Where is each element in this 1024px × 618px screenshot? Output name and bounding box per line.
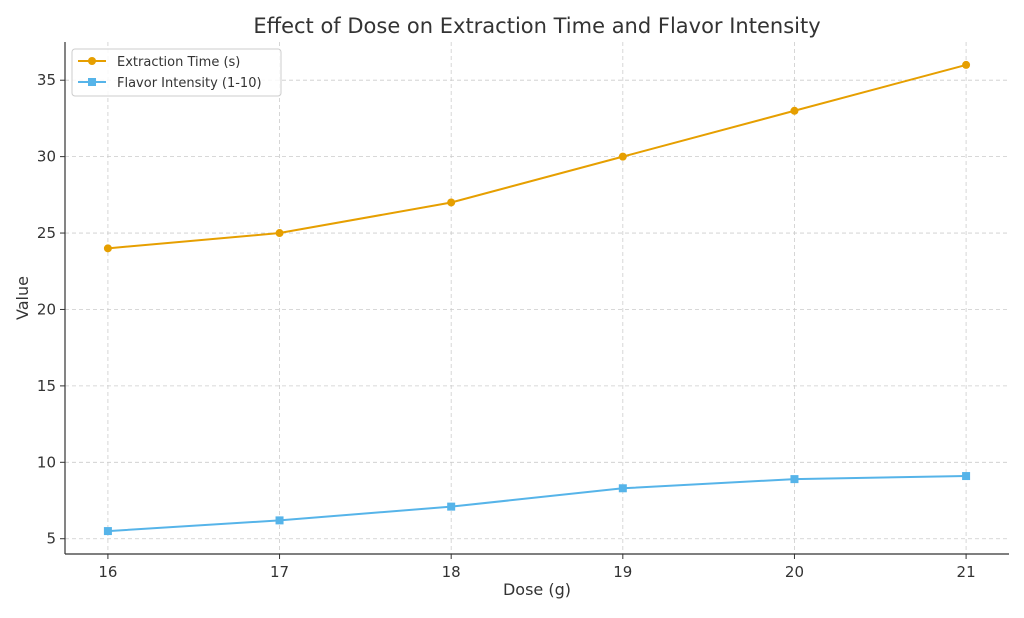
y-tick-label: 15 bbox=[37, 377, 56, 395]
y-tick-label: 35 bbox=[37, 71, 56, 89]
series-line-extraction-time bbox=[107, 63, 967, 250]
chart-title: Effect of Dose on Extraction Time and Fl… bbox=[253, 14, 820, 38]
series-line-flavor-intensity bbox=[107, 475, 967, 533]
x-tick-label: 19 bbox=[613, 563, 632, 581]
x-tick-label: 20 bbox=[785, 563, 804, 581]
y-tick-label: 20 bbox=[37, 300, 56, 318]
y-axis-label: Value bbox=[13, 276, 32, 320]
legend-marker-square-icon bbox=[88, 78, 96, 86]
data-point-circle bbox=[618, 152, 627, 161]
x-axis-label: Dose (g) bbox=[503, 580, 571, 599]
axes bbox=[64, 42, 1009, 555]
x-tick-label: 16 bbox=[98, 563, 117, 581]
data-point-circle bbox=[103, 244, 112, 253]
legend-box bbox=[71, 48, 282, 97]
x-tick-label: 21 bbox=[957, 563, 976, 581]
data-point-circle bbox=[275, 229, 284, 238]
data-point-square bbox=[790, 475, 799, 484]
ticks: 16 17 18 19 20 21 5 10 15 20 25 30 35 bbox=[37, 71, 976, 581]
series-layer bbox=[103, 60, 971, 536]
legend-label-flavor: Flavor Intensity (1-10) bbox=[117, 76, 262, 91]
x-tick-label: 18 bbox=[442, 563, 461, 581]
data-point-circle bbox=[790, 106, 799, 115]
data-point-square bbox=[275, 516, 284, 525]
y-tick-label: 30 bbox=[37, 148, 56, 166]
data-point-circle bbox=[447, 198, 456, 207]
y-tick-label: 5 bbox=[46, 530, 56, 548]
y-tick-label: 25 bbox=[37, 224, 56, 242]
legend: Extraction Time (s) Flavor Intensity (1-… bbox=[71, 48, 282, 97]
x-tick-label: 17 bbox=[270, 563, 289, 581]
legend-label-extraction: Extraction Time (s) bbox=[117, 55, 240, 70]
data-point-square bbox=[618, 484, 627, 493]
data-point-square bbox=[447, 502, 456, 511]
data-point-square bbox=[103, 527, 112, 536]
data-point-square bbox=[962, 472, 971, 481]
data-point-circle bbox=[962, 60, 971, 69]
y-tick-label: 10 bbox=[37, 453, 56, 471]
legend-marker-circle-icon bbox=[88, 57, 96, 65]
